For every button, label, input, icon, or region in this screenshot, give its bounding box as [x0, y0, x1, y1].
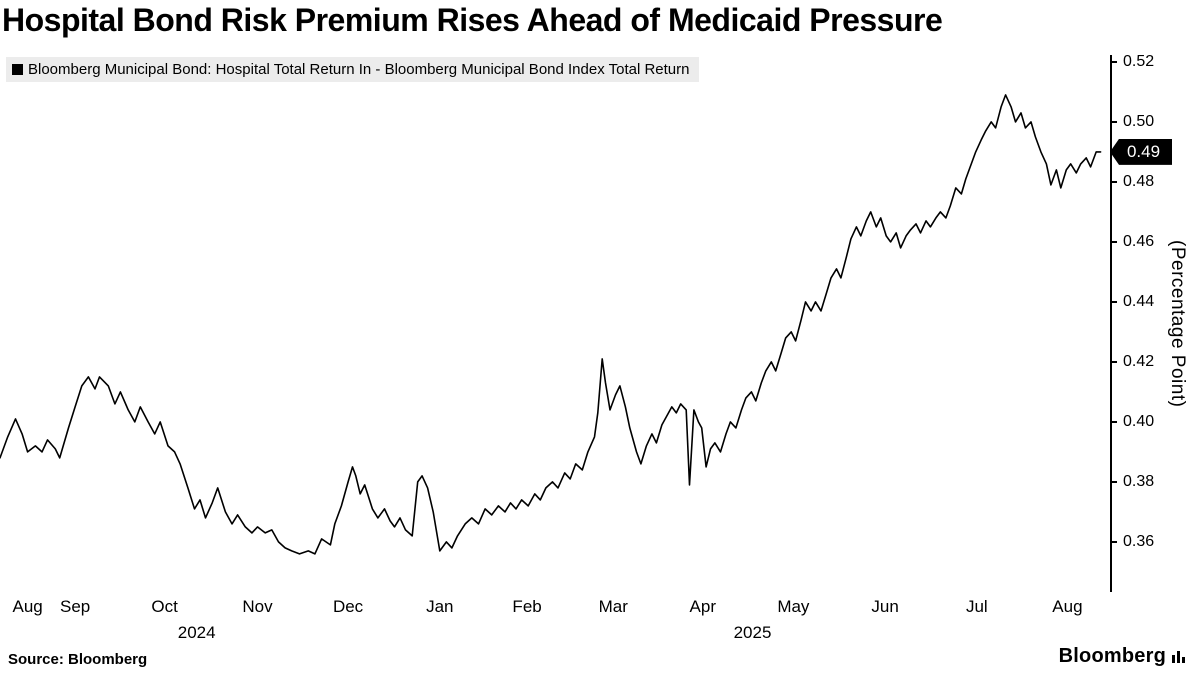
x-axis-tick-label: Jan — [426, 597, 454, 616]
x-axis-tick-label: Jul — [965, 597, 988, 616]
y-axis-tick-label: 0.52 — [1123, 52, 1155, 70]
y-axis-tick-label: 0.36 — [1123, 532, 1155, 550]
last-value-label: 0.49 — [1126, 141, 1161, 161]
x-axis-tick-label: Feb — [512, 597, 542, 616]
x-axis-tick-label: May — [777, 597, 810, 616]
legend-series-label: Bloomberg Municipal Bond: Hospital Total… — [28, 61, 690, 78]
x-axis-tick-label: Dec — [332, 597, 364, 616]
bloomberg-chart-bars-icon — [1172, 651, 1185, 663]
bloomberg-logo-text: Bloomberg — [1058, 645, 1166, 667]
x-axis-tick-label: Mar — [598, 597, 628, 616]
y-axis-tick-label: 0.38 — [1123, 472, 1155, 490]
legend-series-marker — [12, 64, 23, 75]
x-axis-tick-label: Sep — [60, 597, 91, 616]
bloomberg-logo: Bloomberg — [1059, 645, 1186, 668]
y-axis-tick-label: 0.42 — [1123, 352, 1155, 370]
x-axis-tick-label: Nov — [242, 597, 273, 616]
x-axis-year-label: 2024 — [177, 623, 216, 642]
y-axis-tick-mark — [1110, 240, 1117, 243]
x-axis-tick-label: Aug — [1052, 597, 1083, 616]
y-axis-tick-mark — [1110, 480, 1117, 483]
x-axis-year-label: 2025 — [733, 623, 772, 642]
source-text: Source: Bloomberg — [8, 651, 148, 668]
chart-title: Hospital Bond Risk Premium Rises Ahead o… — [2, 2, 943, 38]
last-value-badge: 0.49 — [1110, 138, 1172, 165]
y-axis-tick-mark — [1110, 60, 1117, 63]
y-axis-tick-label: 0.46 — [1123, 232, 1155, 250]
y-axis-tick-mark — [1110, 180, 1117, 183]
y-axis-tick-label: 0.44 — [1123, 292, 1155, 310]
x-axis-tick-label: Jun — [871, 597, 899, 616]
y-axis-title: (Percentage Point) — [1167, 239, 1188, 408]
x-axis-tick-label: Apr — [689, 597, 716, 616]
y-axis-tick-mark — [1110, 360, 1117, 363]
y-axis-tick-mark — [1110, 120, 1117, 123]
series-line — [0, 94, 1102, 555]
x-axis-tick-label: Oct — [151, 597, 178, 616]
y-axis-tick-label: 0.50 — [1123, 112, 1155, 130]
legend: Bloomberg Municipal Bond: Hospital Total… — [6, 57, 700, 82]
y-axis-tick-mark — [1110, 420, 1117, 423]
y-axis-tick-label: 0.48 — [1123, 172, 1155, 190]
y-axis-tick-mark — [1110, 300, 1117, 303]
y-axis-tick-label: 0.40 — [1123, 412, 1155, 430]
x-axis-tick-label: Aug — [12, 597, 43, 616]
y-axis-tick-mark — [1110, 540, 1117, 543]
y-axis-line — [1110, 55, 1112, 592]
